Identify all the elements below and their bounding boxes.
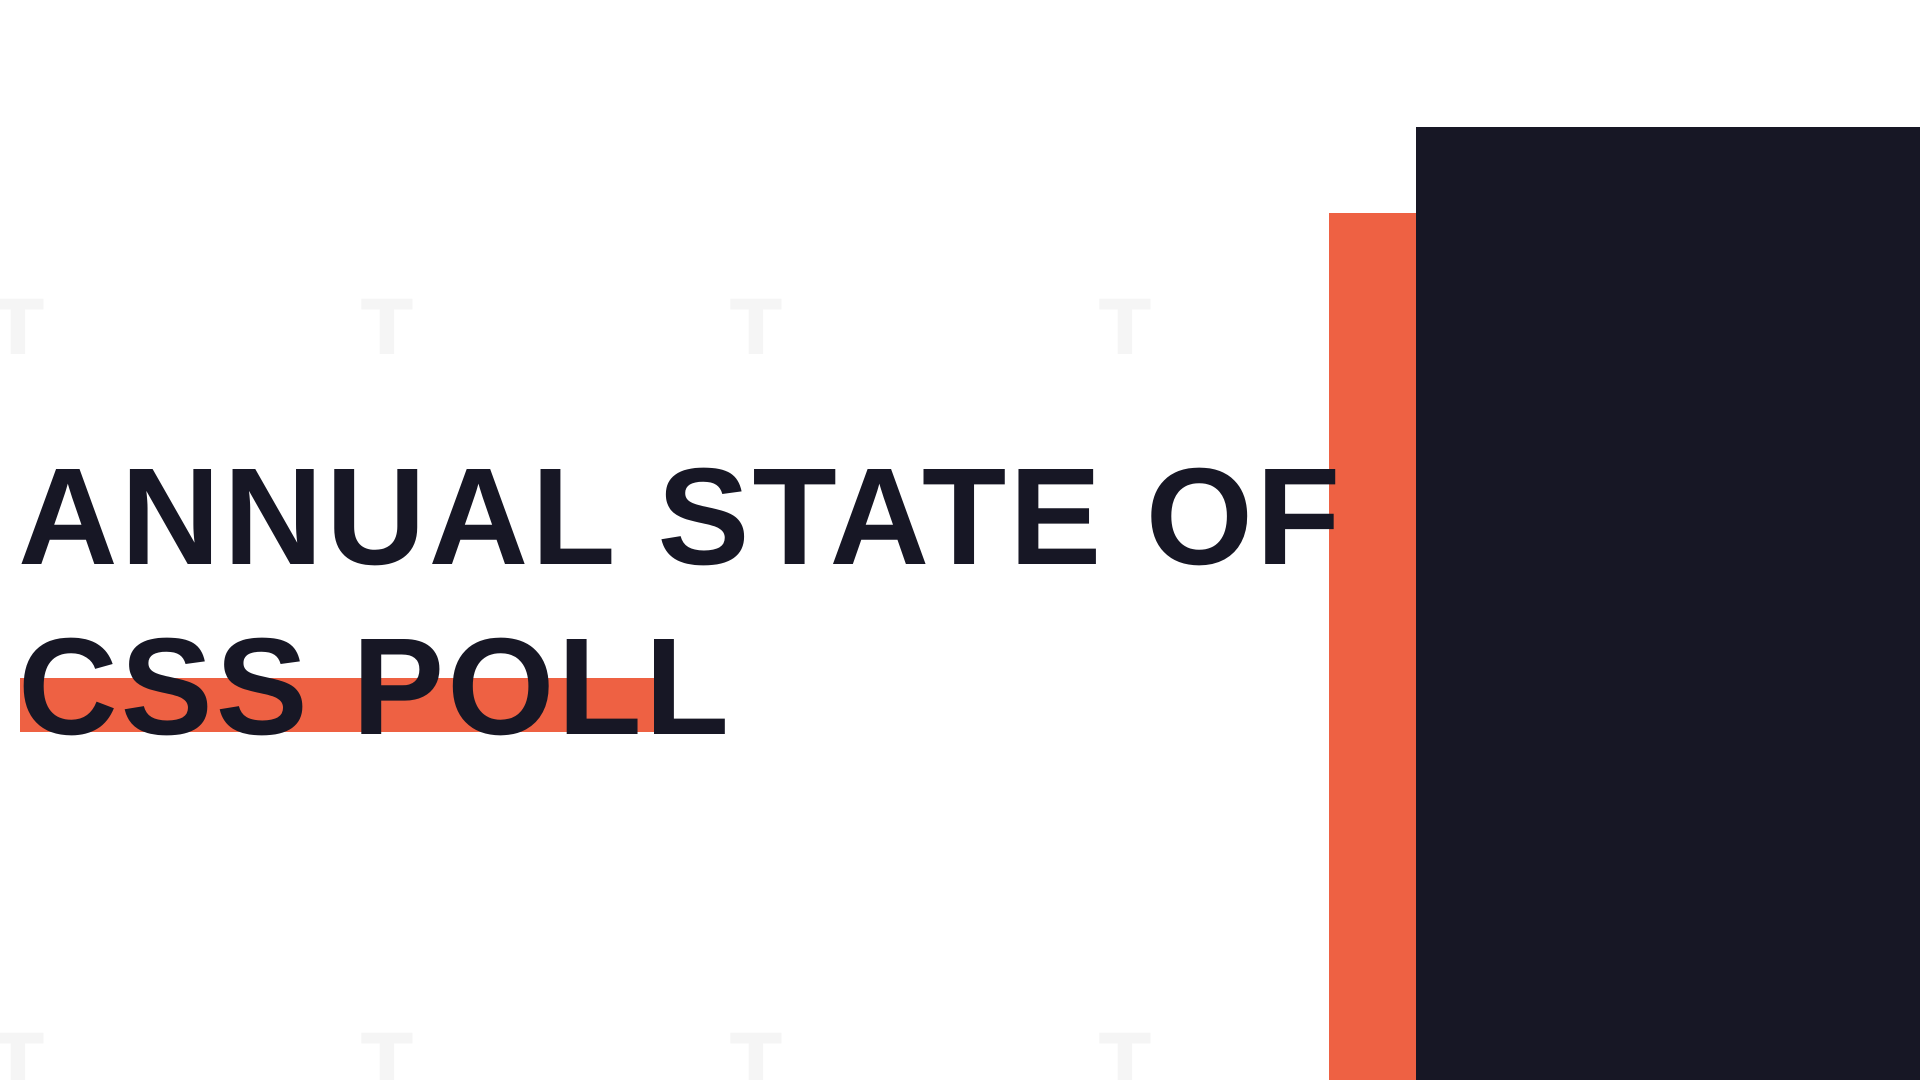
watermark-glyph: T (0, 1017, 44, 1080)
accent-bar (1329, 213, 1417, 1080)
dark-panel (1416, 127, 1920, 1080)
watermark-glyph: T (361, 283, 413, 372)
watermark-glyph: T (361, 1017, 413, 1080)
title-highlight (20, 678, 660, 732)
watermark-glyph: T (1099, 283, 1151, 372)
page-title-line-1: ANNUAL STATE OF (18, 440, 1344, 594)
watermark-glyph: T (0, 283, 44, 372)
page-title-line-2: CSS POLL (18, 610, 733, 764)
watermark-glyph: T (730, 283, 782, 372)
watermark-glyph: T (730, 1017, 782, 1080)
watermark-glyph: T (1099, 1017, 1151, 1080)
